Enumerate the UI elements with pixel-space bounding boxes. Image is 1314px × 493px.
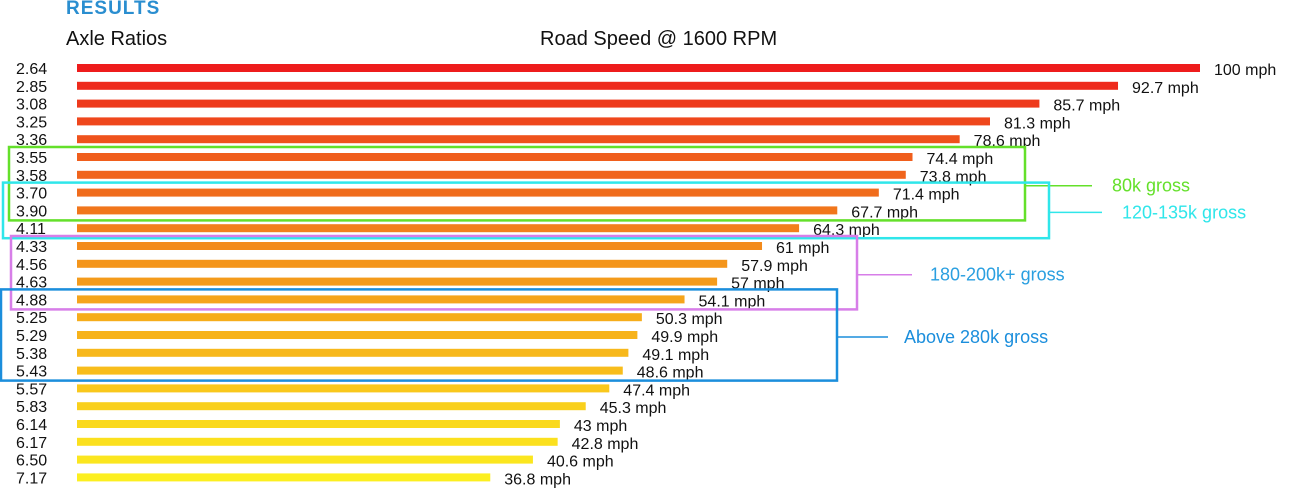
bar-5.38 [77,348,629,357]
axle-ratio-label: 2.64 [16,61,47,78]
speed-value-label: 49.1 mph [642,347,709,364]
axle-ratio-label: 5.57 [16,381,47,398]
bar-4.33 [77,242,763,250]
bar-6.14 [77,420,560,428]
bar-6.50 [77,455,533,464]
axle-ratio-label: 5.38 [16,346,47,363]
speed-value-label: 67.7 mph [851,204,918,221]
group-label-4: Above 280k gross [904,327,1048,347]
group-label-1: 80k gross [1112,176,1190,196]
bar-4.11 [77,224,800,233]
axle-ratio-label: 5.29 [16,328,47,345]
axle-ratio-label: 5.25 [16,310,47,327]
axle-ratio-label: 3.90 [16,203,47,220]
road-speed-header: Road Speed @ 1600 RPM [540,28,778,50]
bar-3.58 [77,170,906,179]
axle-ratio-label: 4.88 [16,292,47,309]
speed-value-label: 50.3 mph [656,311,723,328]
axle-ratio-label: 3.36 [16,132,47,149]
speed-value-label: 40.6 mph [547,454,614,471]
group-box-3 [9,234,859,311]
bar-5.57 [77,384,610,393]
speed-value-label: 61 mph [776,240,829,257]
axle-ratio-label: 2.85 [16,79,47,96]
speed-value-label: 47.4 mph [623,382,690,399]
bar-7.17 [77,473,491,482]
axle-ratio-label: 6.14 [16,417,47,434]
speed-value-label: 54.1 mph [699,293,766,310]
bar-5.83 [77,402,586,411]
speed-value-label: 92.7 mph [1132,80,1199,97]
axle-ratio-label: 4.33 [16,239,47,256]
axle-ratio-label: 6.50 [16,453,47,470]
bar-3.70 [77,188,879,197]
group-label-2: 120-135k gross [1122,202,1246,222]
speed-value-label: 81.3 mph [1004,115,1071,132]
axle-ratio-label: 4.63 [16,275,47,292]
speed-value-label: 100 mph [1214,62,1276,79]
speed-value-label: 48.6 mph [637,365,704,382]
bar-5.43 [77,366,623,375]
group-box-2 [1,181,1051,240]
axle-ratio-label: 3.08 [16,97,47,114]
bar-4.63 [77,277,718,286]
axle-ratio-label: 3.55 [16,150,47,167]
bar-2.64 [77,64,1200,72]
speed-value-label: 43 mph [574,418,627,435]
axle-ratio-label: 5.83 [16,399,47,416]
axle-ratio-label: 3.58 [16,168,47,185]
bar-3.36 [77,135,960,144]
speed-value-label: 45.3 mph [600,400,667,417]
axle-ratio-label: 3.70 [16,186,47,203]
speed-value-label: 42.8 mph [572,436,639,453]
axle-ratio-label: 4.56 [16,257,47,274]
bar-3.55 [77,153,913,161]
speed-value-label: 71.4 mph [893,187,960,204]
bar-4.88 [77,295,685,304]
bar-3.25 [77,117,990,126]
bar-6.17 [77,437,558,446]
bar-5.29 [77,331,638,339]
group-box-4 [0,288,839,382]
axle-ratio-label: 6.17 [16,435,47,452]
axle-ratio-label: 4.11 [16,221,46,238]
bar-2.85 [77,81,1119,90]
speed-value-label: 57.9 mph [741,258,808,275]
bar-5.25 [77,313,642,322]
axle-ratio-label: 7.17 [16,470,47,487]
axle-ratios-header: Axle Ratios [66,28,168,50]
group-label-3: 180-200k+ gross [930,265,1065,285]
bar-4.56 [77,259,728,268]
speed-value-label: 49.9 mph [651,329,718,346]
bar-3.90 [77,206,838,215]
bar-3.08 [77,99,1040,108]
section-title: RESULTS [66,0,161,19]
speed-value-label: 74.4 mph [927,151,994,168]
axle-ratio-label: 5.43 [16,364,47,381]
axle-ratio-label: 3.25 [16,114,47,131]
speed-value-label: 36.8 mph [504,471,571,488]
speed-value-label: 85.7 mph [1053,98,1120,115]
